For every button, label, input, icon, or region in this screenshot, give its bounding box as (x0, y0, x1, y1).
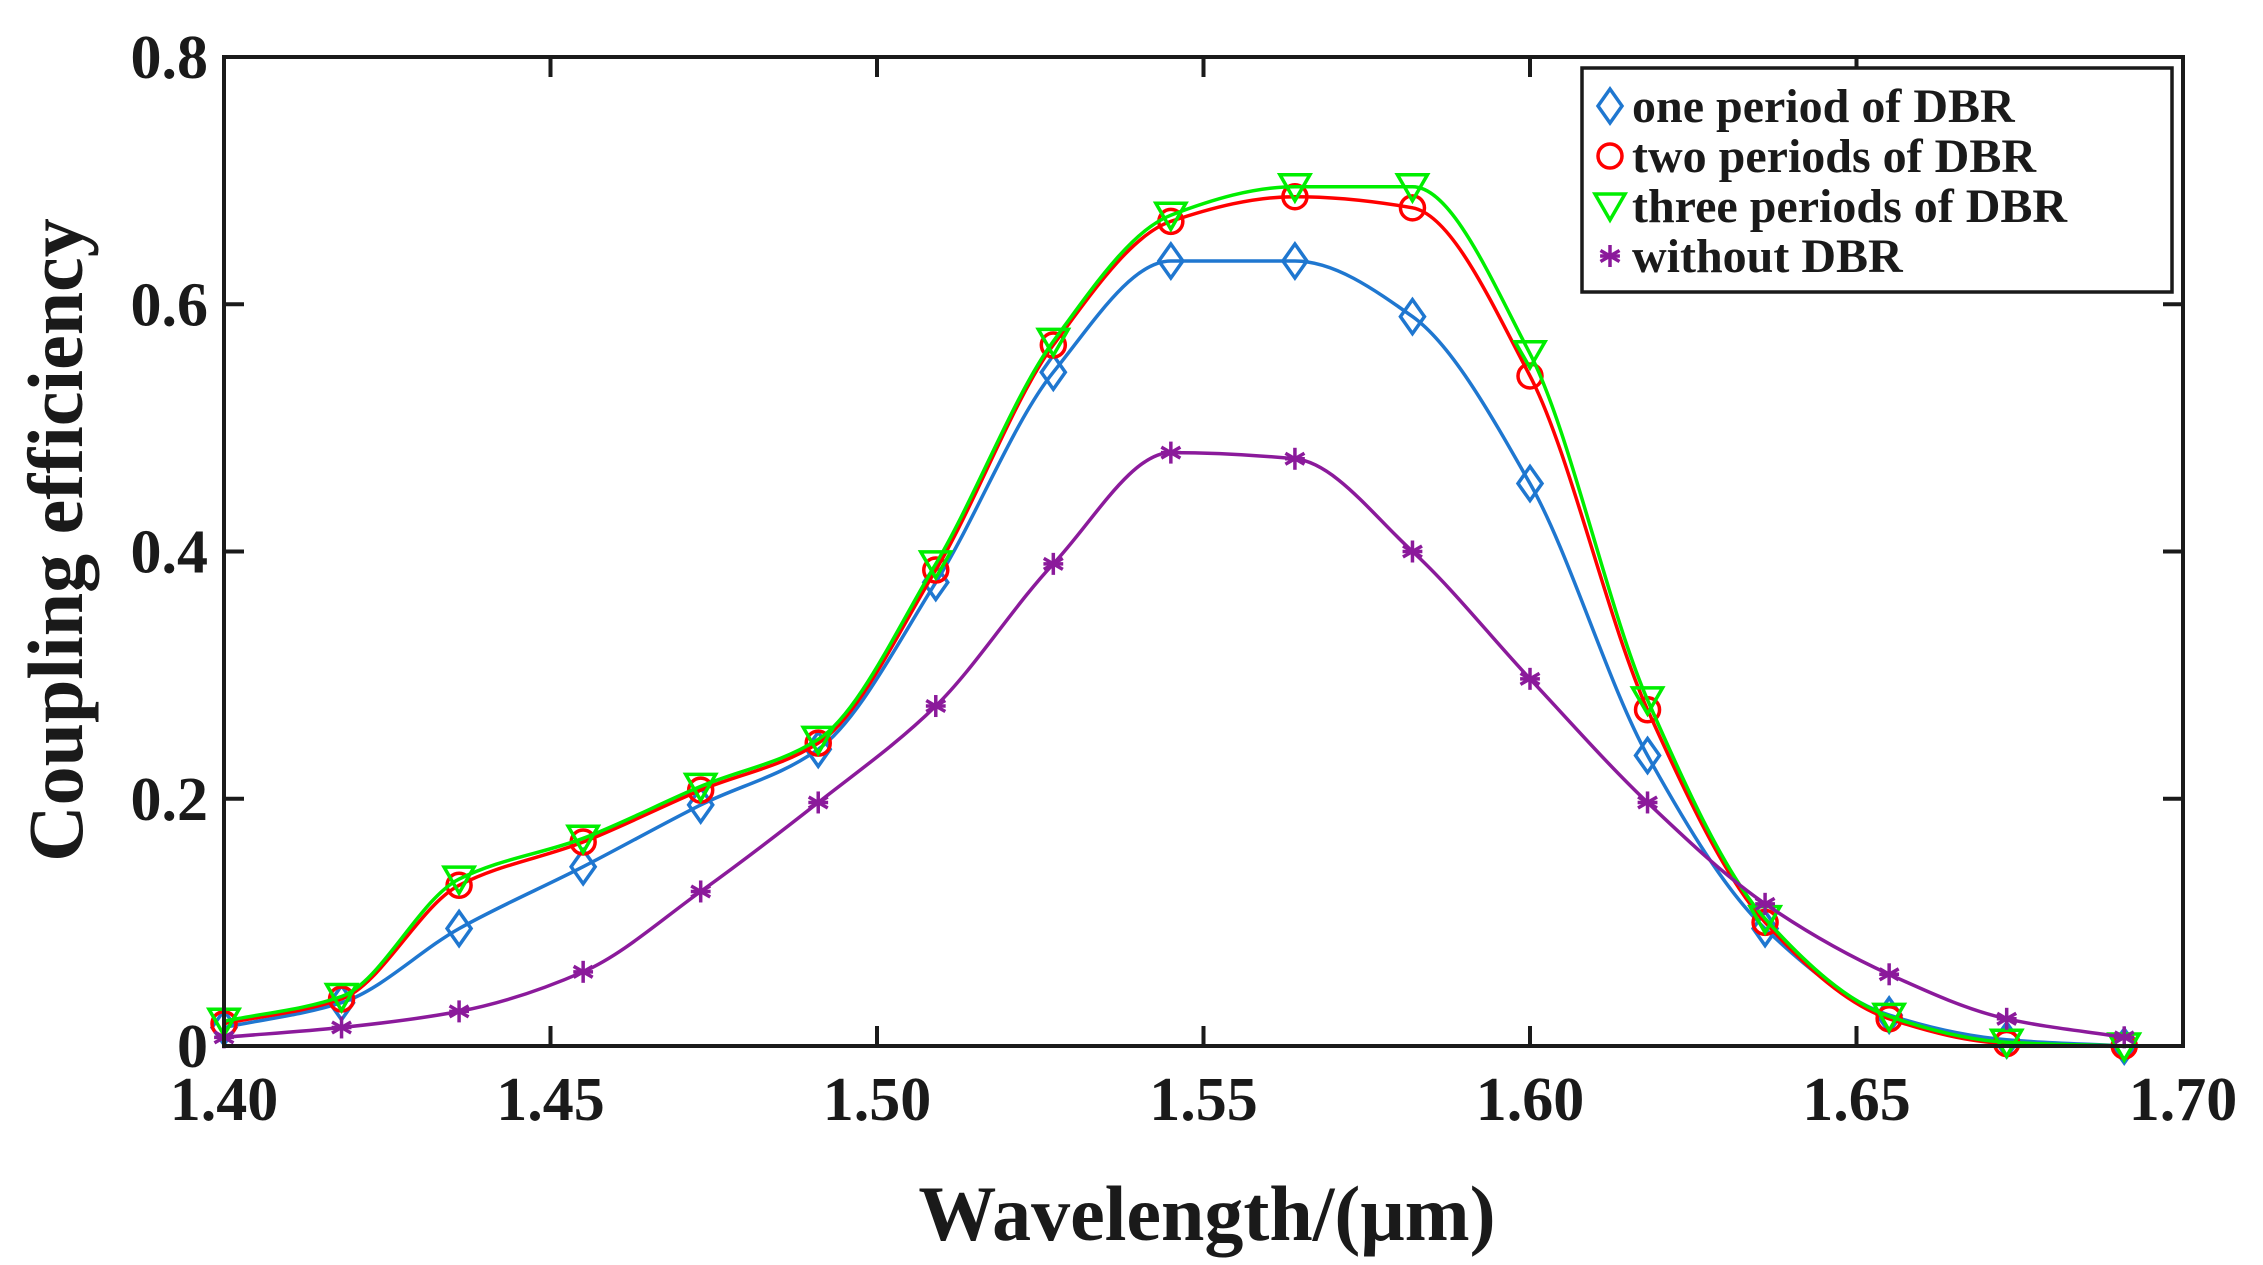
data-point (1519, 667, 1541, 690)
data-point (1637, 791, 1658, 814)
data-point (323, 982, 360, 1015)
legend-marker (1599, 245, 1621, 267)
y-axis: 0 0.2 0.4 0.6 0.8 (131, 24, 2183, 1081)
data-point (1511, 339, 1549, 372)
data-point (1042, 552, 1064, 575)
x-tick-label: 1.50 (823, 1066, 932, 1134)
legend-marker (1591, 192, 1629, 224)
data-point (1276, 173, 1313, 205)
data-point (569, 846, 598, 887)
x-axis-label: Wavelength/(μm) (918, 1170, 1495, 1257)
x-tick-label: 1.55 (1149, 1066, 1258, 1134)
data-point (1394, 173, 1431, 205)
data-point (448, 1000, 470, 1023)
data-point (925, 695, 947, 718)
series-line (223, 194, 2125, 1048)
legend-label: without DBR (1632, 230, 1904, 283)
legend-item: three periods of DBR (1591, 180, 2068, 233)
legend-item: one period of DBR (1595, 80, 2016, 133)
data-point (1515, 463, 1545, 504)
x-tick-label: 1.65 (1802, 1066, 1911, 1134)
data-point (1633, 735, 1662, 776)
x-tick-label: 1.40 (170, 1066, 279, 1134)
y-tick-label: 0.2 (131, 766, 209, 834)
legend-label: two periods of DBR (1632, 130, 2037, 183)
y-tick-label: 0.8 (131, 24, 209, 92)
y-axis-label: Coupling efficiency (12, 218, 99, 861)
legend-marker (1596, 142, 1624, 170)
data-point (1629, 686, 1666, 718)
data-point (1156, 240, 1185, 282)
data-point (807, 791, 829, 814)
series-line (223, 259, 2125, 1048)
data-point (1398, 194, 1427, 222)
data-point (441, 865, 478, 897)
series-one-period-of-dbr (209, 240, 2139, 1067)
data-point (565, 824, 602, 856)
data-point (572, 960, 594, 983)
data-point (1035, 327, 1072, 359)
data-point (331, 1016, 352, 1039)
series-without-dbr (213, 441, 2135, 1049)
data-point (1160, 441, 1182, 464)
x-tick-label: 1.70 (2129, 1066, 2238, 1134)
legend-label: three periods of DBR (1632, 180, 2068, 233)
legend-item: without DBR (1599, 230, 1904, 283)
data-point (1281, 182, 1309, 211)
data-point (1871, 1002, 1908, 1034)
data-point (1750, 908, 1780, 949)
x-axis: 1.40 1.45 1.50 1.55 1.60 1.65 1.70 (170, 57, 2238, 1134)
data-point (1398, 296, 1427, 337)
series-line (223, 450, 2125, 1040)
x-tick-label: 1.45 (496, 1066, 605, 1134)
data-point (1284, 447, 1306, 470)
data-point (690, 880, 712, 903)
data-point (1039, 352, 1068, 393)
data-point (922, 556, 950, 584)
data-point (1280, 240, 1310, 282)
series-two-periods-of-dbr (210, 182, 2138, 1060)
x-tick-label: 1.60 (1476, 1066, 1585, 1134)
data-point (1754, 892, 1776, 915)
data-point (1402, 540, 1423, 563)
y-tick-label: 0.4 (131, 519, 209, 587)
legend-label: one period of DBR (1632, 80, 2016, 133)
y-tick-label: 0.6 (131, 271, 209, 339)
data-point (444, 908, 474, 949)
data-point (1152, 201, 1189, 233)
data-point (1878, 963, 1900, 986)
data-point (1988, 1028, 2025, 1060)
legend-box (1580, 66, 2174, 294)
series-line (223, 185, 2125, 1048)
series-three-periods-of-dbr (205, 173, 2143, 1064)
plot-area (205, 173, 2143, 1067)
legend-item: two periods of DBR (1596, 130, 2037, 183)
legend-marker (1595, 85, 1625, 127)
y-tick-label: 0 (177, 1013, 208, 1081)
data-point (1996, 1007, 2018, 1030)
data-point (917, 550, 954, 582)
data-point (682, 772, 719, 804)
data-point (800, 725, 837, 757)
